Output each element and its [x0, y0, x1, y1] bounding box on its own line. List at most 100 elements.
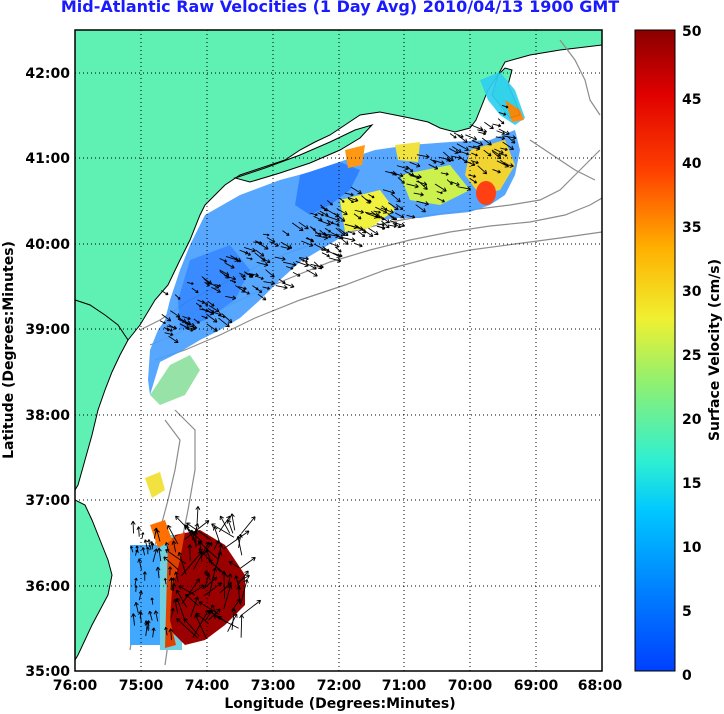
velocity-arrow [299, 256, 309, 261]
velocity-arrow [442, 151, 454, 162]
velocity-arrow [385, 170, 397, 176]
velocity-arrow [146, 546, 150, 555]
velocity-arrow [256, 241, 269, 250]
velocity-arrow [448, 148, 459, 154]
velocity-arrow [130, 545, 134, 553]
velocity-arrow [130, 520, 136, 534]
velocity-arrow [501, 104, 509, 109]
velocity-arrow [182, 316, 191, 321]
velocity-arrow [187, 544, 193, 561]
velocity-arrow [256, 261, 269, 267]
velocity-arrow [208, 305, 220, 313]
colorbar-gradient [634, 29, 676, 672]
velocity-arrow [170, 607, 175, 618]
velocity-arrow [131, 613, 136, 626]
velocity-arrow [434, 183, 447, 192]
velocity-arrow [336, 208, 348, 216]
velocity-arrow [213, 540, 220, 551]
velocity-arrow [406, 183, 419, 189]
y-tick-label: 37:00 [25, 493, 70, 509]
velocity-arrow [436, 191, 443, 195]
velocity-arrow [227, 573, 233, 586]
velocity-arrow [203, 582, 223, 597]
velocity-arrow [353, 242, 363, 248]
velocity-arrow [306, 269, 318, 277]
velocity-arrow [468, 145, 481, 151]
velocity-arrow [153, 610, 159, 622]
velocity-arrow [388, 202, 399, 211]
velocity-arrow [373, 210, 381, 214]
velocity-arrow [496, 160, 510, 168]
velocity-arrow [380, 215, 390, 224]
y-tick-label: 35:00 [25, 664, 70, 680]
velocity-arrow [394, 222, 406, 228]
y-tick-label: 40:00 [25, 237, 70, 253]
colorbar-tick-label: 45 [682, 92, 701, 108]
velocity-arrow [306, 263, 317, 270]
velocity-arrow [301, 240, 314, 247]
x-tick-label: 74:00 [185, 678, 230, 694]
velocity-arrow [244, 246, 256, 253]
land-delmarva [75, 299, 129, 491]
velocity-arrow [406, 214, 416, 219]
velocity-arrow [230, 255, 242, 263]
velocity-arrow [503, 135, 517, 141]
velocity-arrow [141, 532, 145, 539]
velocity-arrow [237, 286, 247, 291]
velocity-arrow [339, 197, 345, 203]
velocity-arrow [206, 323, 218, 332]
velocity-arrow [219, 515, 231, 534]
velocity-arrow [317, 219, 331, 226]
velocity-arrow [228, 561, 240, 569]
velocity-arrow [498, 112, 507, 116]
velocity-arrow [429, 158, 437, 164]
velocity-arrow [236, 585, 242, 604]
velocity-arrow [205, 313, 218, 323]
velocity-arrow [494, 148, 504, 155]
velocity-arrow [376, 225, 386, 230]
velocity-arrow [416, 154, 430, 159]
velocity-arrow [163, 556, 179, 571]
velocity-arrow [326, 200, 333, 206]
x-axis-label: Longitude (Degrees:Minutes) [224, 696, 455, 712]
velocity-arrow [261, 257, 271, 264]
velocity-arrow [144, 622, 150, 637]
velocity-arrow [353, 213, 362, 220]
velocity-arrow [170, 577, 176, 591]
velocity-arrow [152, 548, 159, 563]
velocity-arrow [500, 147, 508, 152]
velocity-arrow [166, 325, 178, 330]
y-tick-label: 39:00 [25, 322, 70, 338]
velocity-arrow [292, 271, 301, 277]
velocity-arrow [299, 257, 305, 262]
y-tick-label: 42:00 [25, 66, 70, 82]
velocity-arrow [321, 252, 330, 258]
velocity-arrow [139, 611, 143, 619]
velocity-arrow [496, 130, 506, 135]
velocity-arrow [408, 174, 422, 179]
velocity-arrow [364, 211, 379, 218]
velocity-arrow [409, 161, 421, 168]
velocity-arrow [223, 530, 250, 550]
velocity-arrow [163, 578, 167, 585]
velocity-arrow [161, 314, 172, 322]
velocity-arrow [275, 284, 288, 290]
velocity-arrow [175, 597, 186, 620]
y-tick-label: 41:00 [25, 151, 70, 167]
velocity-arrow [229, 279, 237, 284]
velocity-arrow [470, 160, 479, 165]
velocity-arrow [413, 192, 424, 197]
colorbar-tick-label: 35 [682, 220, 701, 236]
velocity-arrow [285, 266, 294, 270]
velocity-arrow [190, 596, 199, 618]
velocity-arrow [382, 189, 396, 195]
x-tick-label: 71:00 [382, 678, 427, 694]
velocity-arrow [184, 520, 210, 540]
colorbar-tick-label: 20 [682, 412, 702, 428]
x-axis: 76:00 75:00 74:00 73:00 72:00 71:00 70:0… [53, 678, 623, 712]
velocity-arrow [282, 261, 297, 267]
velocity-arrow [498, 128, 510, 136]
velocity-arrow [148, 610, 153, 621]
velocity-arrow [186, 328, 194, 332]
velocity-arrow [194, 614, 207, 640]
